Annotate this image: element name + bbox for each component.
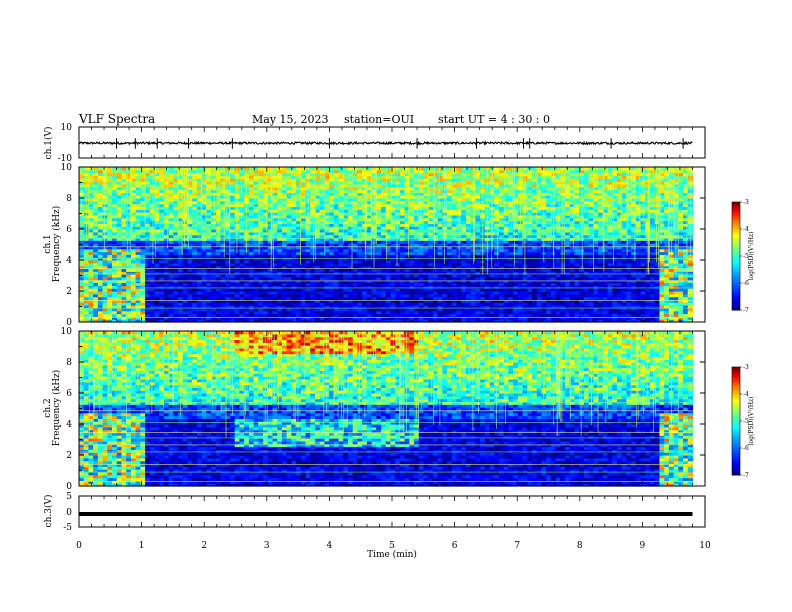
ch1-spectrogram-ylabel-frequency: Frequency (kHz): [51, 206, 62, 283]
ytick-label: 10: [61, 327, 73, 337]
xtick-label: 10: [699, 541, 711, 551]
ch1-waveform-panel: 10 -10 ch.1(V): [43, 123, 705, 164]
ytick-label: 6: [66, 225, 72, 235]
header-start-time: start UT = 4 : 30 : 0: [438, 113, 550, 126]
xtick-label: 2: [201, 541, 207, 551]
time-axis-label: Time (min): [367, 549, 417, 560]
ytick-label: 8: [66, 358, 72, 368]
ch2-spectrogram-image: [79, 331, 693, 487]
ch1-spectrogram-image: [79, 167, 693, 323]
colorbar-label: log(PSD)(V²/Hz): [748, 232, 755, 281]
header-station: station=OUI: [344, 113, 414, 126]
ytick-label: 4: [66, 256, 72, 266]
ytick-label: 0: [66, 482, 72, 492]
ch3-waveform-ytick-mid: 0: [66, 508, 72, 518]
xtick-label: 9: [640, 541, 646, 551]
ytick-label: 4: [66, 420, 72, 430]
ytick-label: 6: [66, 389, 72, 399]
xtick-label: 1: [139, 541, 145, 551]
xtick-label: 4: [327, 541, 333, 551]
xtick-label: 6: [452, 541, 458, 551]
xtick-label: 0: [76, 541, 82, 551]
ytick-label: 2: [66, 451, 72, 461]
ytick-label: 2: [66, 287, 72, 297]
xtick-label: 3: [264, 541, 270, 551]
ch2-spectrogram-ylabel-frequency: Frequency (kHz): [51, 370, 62, 447]
header-date: May 15, 2023: [252, 113, 329, 126]
ch3-waveform-ytick-top: 5: [66, 492, 72, 502]
ch3-waveform-ytick-bottom: -5: [63, 523, 72, 533]
xtick-label: 7: [514, 541, 520, 551]
ch1-waveform-ylabel: ch.1(V): [43, 127, 54, 160]
xtick-label: 8: [577, 541, 583, 551]
ytick-label: 8: [66, 194, 72, 204]
colorbar-tick-label: -3: [743, 199, 749, 206]
figure-title: VLF Spectra: [78, 112, 155, 126]
colorbar-tick-label: -3: [743, 364, 749, 371]
colorbar-label: log(PSD)(V²/Hz): [748, 397, 755, 446]
ch3-waveform-ylabel: ch.3(V): [43, 495, 54, 528]
ytick-label: 10: [61, 163, 73, 173]
ch3-waveform-panel: 5 0 -5 ch.3(V): [43, 492, 705, 533]
colorbar-tick-label: -7: [743, 307, 749, 314]
ch1-waveform-ytick-top: 10: [61, 123, 73, 133]
colorbar-tick-label: -7: [743, 472, 749, 479]
